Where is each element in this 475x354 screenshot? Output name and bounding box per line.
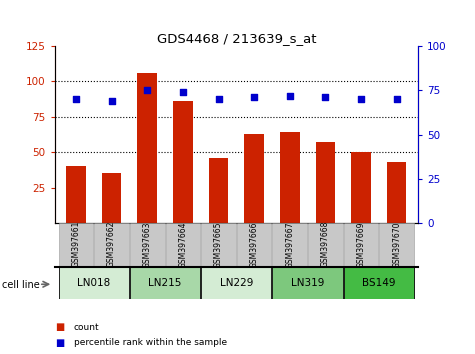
Bar — [344, 223, 378, 267]
Text: cell line: cell line — [2, 280, 40, 290]
Bar — [209, 158, 228, 223]
Bar — [66, 166, 86, 223]
Text: BS149: BS149 — [362, 278, 396, 288]
Bar — [315, 142, 335, 223]
Bar — [273, 267, 342, 299]
Text: GSM397663: GSM397663 — [143, 221, 152, 268]
Bar — [201, 223, 236, 267]
Bar — [237, 223, 271, 267]
Bar — [201, 267, 271, 299]
Text: GSM397665: GSM397665 — [214, 221, 223, 268]
Bar — [130, 267, 200, 299]
Bar — [344, 267, 414, 299]
Text: percentile rank within the sample: percentile rank within the sample — [74, 338, 227, 347]
Point — [357, 96, 365, 102]
Text: GSM397662: GSM397662 — [107, 221, 116, 268]
Point — [286, 93, 294, 98]
Point — [108, 98, 115, 104]
Bar — [102, 173, 122, 223]
Text: LN319: LN319 — [291, 278, 324, 288]
Bar — [95, 223, 129, 267]
Point — [393, 96, 400, 102]
Bar — [166, 223, 200, 267]
Bar — [244, 134, 264, 223]
Bar — [130, 223, 164, 267]
Bar — [173, 101, 193, 223]
Text: GSM397666: GSM397666 — [250, 221, 258, 268]
Text: GSM397669: GSM397669 — [357, 221, 365, 268]
Bar — [380, 223, 414, 267]
Text: GSM397661: GSM397661 — [72, 221, 80, 268]
Point — [250, 95, 258, 100]
Text: ■: ■ — [55, 338, 64, 348]
Point — [143, 87, 151, 93]
Text: LN018: LN018 — [77, 278, 110, 288]
Text: ■: ■ — [55, 322, 64, 332]
Text: count: count — [74, 323, 99, 332]
Bar — [59, 267, 129, 299]
Point — [215, 96, 222, 102]
Bar — [137, 73, 157, 223]
Bar — [280, 132, 300, 223]
Text: LN215: LN215 — [148, 278, 182, 288]
Title: GDS4468 / 213639_s_at: GDS4468 / 213639_s_at — [157, 32, 316, 45]
Bar — [387, 162, 407, 223]
Text: GSM397667: GSM397667 — [285, 221, 294, 268]
Text: GSM397668: GSM397668 — [321, 221, 330, 268]
Bar — [308, 223, 342, 267]
Point — [179, 89, 187, 95]
Point — [322, 95, 329, 100]
Text: LN229: LN229 — [219, 278, 253, 288]
Bar — [351, 152, 371, 223]
Point — [72, 96, 80, 102]
Bar — [59, 223, 93, 267]
Text: GSM397664: GSM397664 — [179, 221, 187, 268]
Text: GSM397670: GSM397670 — [392, 221, 401, 268]
Bar — [273, 223, 307, 267]
